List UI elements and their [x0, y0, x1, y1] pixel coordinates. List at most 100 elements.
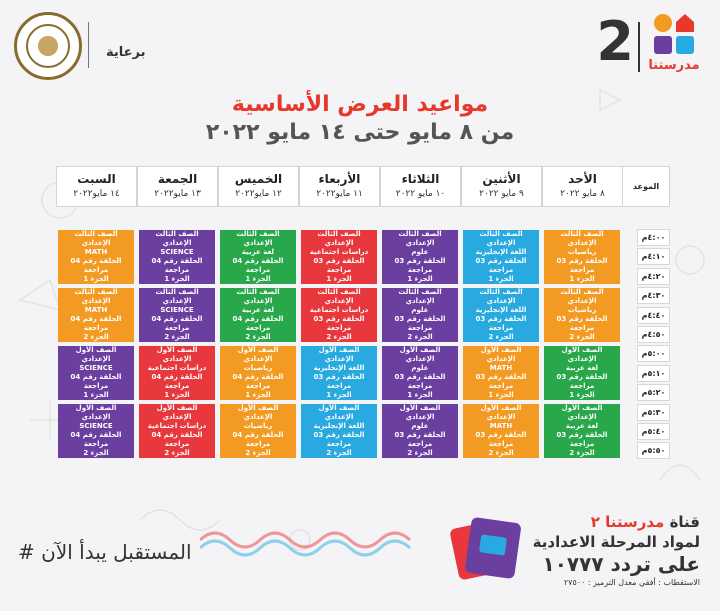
reception-info: الاستقطاب : أفقي معدل الترميز : ٢٧٥٠٠	[563, 578, 700, 587]
day-name: السبت	[77, 172, 116, 186]
day-header: الخميس ١٢ مايو٢٠٢٢	[218, 166, 299, 207]
program-line: الحلقة رقم 03 مراجعة	[556, 431, 608, 448]
program-line: الحلقة رقم 04 مراجعة	[232, 315, 284, 332]
program-line: الجزء 2	[164, 333, 190, 341]
channel-number: 2	[596, 10, 634, 73]
program-line: علوم	[411, 364, 429, 372]
day-header: الجمعة ١٣ مايو٢٠٢٢	[137, 166, 218, 207]
program-slot: الصف الأول الإعدادي علوم الحلقة رقم 03 مرا…	[382, 404, 458, 458]
program-line: الجزء 1	[407, 391, 433, 399]
program-line: الصف الأول الإعدادي	[156, 346, 198, 363]
program-line: الصف الثالث الإعدادي	[317, 288, 361, 305]
day-header: الأربعاء ١١ مايو٢٠٢٢	[299, 166, 380, 207]
program-slot: الصف الثالث الإعدادي لغة عربية الحلقة رقم …	[220, 230, 296, 284]
program-line: الجزء 1	[326, 275, 352, 283]
logo-blocks-icon	[644, 14, 704, 54]
program-line: لغة عربية	[565, 364, 599, 372]
program-line: الصف الثالث الإعدادي	[74, 230, 118, 247]
program-line: علوم	[411, 248, 429, 256]
program-line: الجزء 1	[164, 275, 190, 283]
program-line: اللغة الإنجليزية	[475, 306, 527, 314]
program-line: الحلقة رقم 04 مراجعة	[151, 373, 203, 390]
program-line: الحلقة رقم 03 مراجعة	[475, 431, 527, 448]
program-line: الجزء 1	[569, 391, 595, 399]
program-slot: الصف الأول الإعدادي دراسات اجتماعية الحلقة…	[139, 346, 215, 400]
madrasatna-logo: مدرستنا	[644, 14, 704, 73]
program-slot: الصف الثالث الإعدادي اللغة الإنجليزية الحل…	[463, 230, 539, 284]
time-slot-label: ٥:٥٠م	[637, 442, 670, 460]
program-line: الصف الثالث الإعدادي	[560, 288, 604, 305]
program-line: SCIENCE	[79, 422, 113, 430]
program-slot: الصف الأول الإعدادي لغة عربية الحلقة رقم 0…	[544, 404, 620, 458]
time-slot-label: ٤:٤٠م	[637, 306, 670, 324]
program-line: اللغة الإنجليزية	[313, 364, 365, 372]
day-name: الأثنين	[482, 172, 521, 186]
program-line: الصف الأول الإعدادي	[561, 404, 603, 421]
program-line: الحلقة رقم 04 مراجعة	[151, 431, 203, 448]
time-slot-label: ٤:١٠م	[637, 248, 670, 266]
day-date: ١١ مايو٢٠٢٢	[316, 189, 363, 199]
day-date: ١٠ مايو ٢٠٢٢	[395, 189, 446, 199]
day-name: الخميس	[234, 172, 283, 186]
program-line: الحلقة رقم 04 مراجعة	[232, 373, 284, 390]
program-line: الجزء 1	[326, 391, 352, 399]
program-line: الصف الأول الإعدادي	[561, 346, 603, 363]
page-title: مواعيد العرض الأساسية	[231, 92, 489, 117]
program-line: الحلقة رقم 04 مراجعة	[151, 315, 203, 332]
program-line: الحلقة رقم 03 مراجعة	[313, 315, 365, 332]
program-line: دراسات اجتماعية	[309, 248, 369, 256]
day-name: الأربعاء	[318, 172, 361, 186]
program-line: رياضيات	[243, 422, 273, 430]
time-slot-label: ٤:٣٠م	[637, 287, 670, 305]
program-line: الجزء 2	[488, 449, 514, 457]
program-slot: الصف الثالث الإعدادي علوم الحلقة رقم 03 مر…	[382, 288, 458, 342]
program-slot: الصف الثالث الإعدادي MATH الحلقة رقم 04 مر…	[58, 230, 134, 284]
program-slot: الصف الأول الإعدادي MATH الحلقة رقم 03 مرا…	[463, 346, 539, 400]
program-line: الصف الأول الإعدادي	[237, 404, 279, 421]
page-subtitle: من ٨ مايو حتى ١٤ مايو ٢٠٢٢	[205, 120, 515, 145]
program-line: الجزء 2	[488, 333, 514, 341]
program-slot: الصف الأول الإعدادي لغة عربية الحلقة رقم 0…	[544, 346, 620, 400]
program-slot: الصف الأول الإعدادي MATH الحلقة رقم 03 مرا…	[463, 404, 539, 458]
program-line: الحلقة رقم 03 مراجعة	[394, 257, 446, 274]
time-slot-label: ٥:٠٠م	[637, 345, 670, 363]
logo-name: مدرستنا	[648, 58, 700, 73]
program-line: الجزء 1	[164, 391, 190, 399]
time-slot-label: ٥:٢٠م	[637, 384, 670, 402]
header-divider	[638, 22, 640, 72]
frequency: على تردد ١٠٧٧٧	[542, 552, 700, 576]
program-line: لغة عربية	[241, 248, 275, 256]
program-line: رياضيات	[243, 364, 273, 372]
program-line: الجزء 2	[407, 333, 433, 341]
sponsor-divider	[88, 22, 89, 68]
program-line: الجزء 1	[407, 275, 433, 283]
program-line: MATH	[489, 422, 513, 430]
program-line: لغة عربية	[565, 422, 599, 430]
program-line: الصف الأول الإعدادي	[237, 346, 279, 363]
day-name: الأحد	[568, 172, 597, 186]
program-slot: الصف الأول الإعدادي اللغة الإنجليزية الحلق…	[301, 404, 377, 458]
day-date: ١٤ مايو٢٠٢٢	[73, 189, 120, 199]
time-slot-label: ٥:٤٠م	[637, 423, 670, 440]
program-line: علوم	[411, 306, 429, 314]
day-date: ١٢ مايو٢٠٢٢	[235, 189, 282, 199]
day-header: الثلاثاء ١٠ مايو ٢٠٢٢	[380, 166, 461, 207]
program-slot: الصف الأول الإعدادي اللغة الإنجليزية الحلق…	[301, 346, 377, 400]
program-line: اللغة الإنجليزية	[313, 422, 365, 430]
program-slot: الصف الثالث الإعدادي SCIENCE الحلقة رقم 04…	[139, 288, 215, 342]
program-line: الجزء 2	[326, 449, 352, 457]
program-line: الجزء 2	[407, 449, 433, 457]
program-slot: الصف الأول الإعدادي SCIENCE الحلقة رقم 04 …	[58, 404, 134, 458]
program-line: SCIENCE	[160, 306, 194, 314]
schedule-table: الموعد الأحد ٨ مايو ٢٠٢٢ الأثنين ٩ مايو ٢٠٢…	[56, 166, 670, 466]
time-column-header: الموعد	[622, 166, 670, 207]
program-line: الحلقة رقم 04 مراجعة	[232, 257, 284, 274]
program-slot: الصف الأول الإعدادي SCIENCE الحلقة رقم 04 …	[58, 346, 134, 400]
program-line: الحلقة رقم 03 مراجعة	[394, 431, 446, 448]
program-line: الصف الثالث الإعدادي	[317, 230, 361, 247]
program-line: الجزء 1	[83, 391, 109, 399]
program-slot: الصف الثالث الإعدادي علوم الحلقة رقم 03 مر…	[382, 230, 458, 284]
program-line: لغة عربية	[241, 306, 275, 314]
program-line: الحلقة رقم 04 مراجعة	[70, 315, 122, 332]
channel-name: مدرستنا ٢	[590, 513, 665, 531]
